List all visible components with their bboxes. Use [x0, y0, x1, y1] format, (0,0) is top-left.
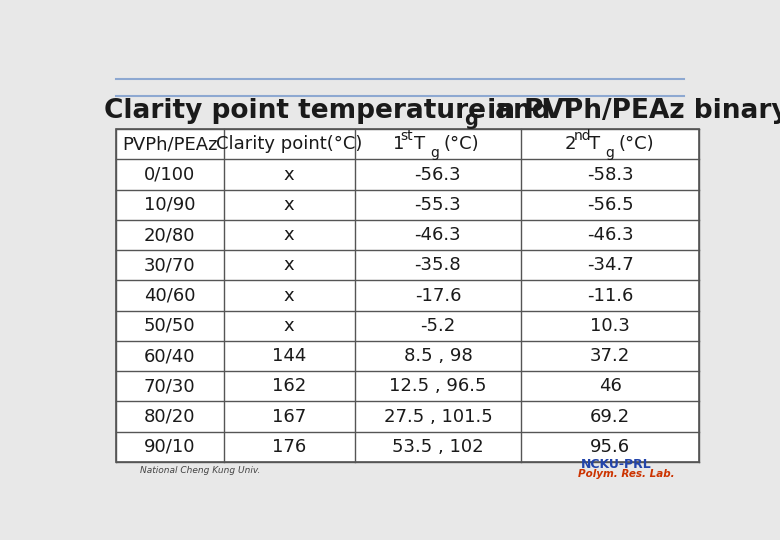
Text: 46: 46	[598, 377, 622, 395]
Text: in PVPh/PEAz binary blends: in PVPh/PEAz binary blends	[478, 98, 780, 124]
Text: Clarity point temperature and T: Clarity point temperature and T	[104, 98, 577, 124]
Text: 2: 2	[565, 136, 576, 153]
Text: x: x	[284, 196, 295, 214]
Text: 27.5 , 101.5: 27.5 , 101.5	[384, 408, 492, 426]
Text: nd: nd	[574, 129, 591, 143]
Text: 176: 176	[272, 438, 307, 456]
Text: 70/30: 70/30	[144, 377, 196, 395]
Text: 162: 162	[272, 377, 307, 395]
Text: (°C): (°C)	[619, 136, 654, 153]
Text: -58.3: -58.3	[587, 166, 633, 184]
Text: 53.5 , 102: 53.5 , 102	[392, 438, 484, 456]
Text: National Cheng Kung Univ.: National Cheng Kung Univ.	[140, 465, 261, 475]
Text: T: T	[413, 136, 425, 153]
Text: 20/80: 20/80	[144, 226, 195, 244]
Text: -46.3: -46.3	[587, 226, 633, 244]
Text: 12.5 , 96.5: 12.5 , 96.5	[389, 377, 487, 395]
Text: g: g	[431, 146, 440, 160]
Text: 37.2: 37.2	[590, 347, 630, 365]
Text: 50/50: 50/50	[144, 317, 196, 335]
Text: x: x	[284, 287, 295, 305]
Text: PVPh/PEAz: PVPh/PEAz	[122, 136, 218, 153]
Text: 144: 144	[272, 347, 307, 365]
Text: -35.8: -35.8	[415, 256, 461, 274]
Text: -17.6: -17.6	[415, 287, 461, 305]
Text: g: g	[464, 110, 478, 129]
Text: x: x	[284, 256, 295, 274]
Text: 40/60: 40/60	[144, 287, 195, 305]
Text: 80/20: 80/20	[144, 408, 195, 426]
Text: g: g	[605, 146, 614, 160]
Text: x: x	[284, 166, 295, 184]
Text: -56.3: -56.3	[415, 166, 461, 184]
Bar	[115, 129, 699, 462]
Text: -56.5: -56.5	[587, 196, 633, 214]
Text: 60/40: 60/40	[144, 347, 195, 365]
Text: 1: 1	[392, 136, 404, 153]
Text: NCKU-PRL: NCKU-PRL	[581, 458, 652, 471]
Text: 8.5 , 98: 8.5 , 98	[403, 347, 473, 365]
Text: 167: 167	[272, 408, 307, 426]
Text: 0/100: 0/100	[144, 166, 195, 184]
Text: Clarity point(°C): Clarity point(°C)	[216, 136, 363, 153]
Text: 30/70: 30/70	[144, 256, 196, 274]
Text: -55.3: -55.3	[414, 196, 461, 214]
Text: 10/90: 10/90	[144, 196, 195, 214]
Text: x: x	[284, 226, 295, 244]
Text: 95.6: 95.6	[590, 438, 630, 456]
Text: -11.6: -11.6	[587, 287, 633, 305]
Text: Polym. Res. Lab.: Polym. Res. Lab.	[578, 469, 675, 480]
Text: 90/10: 90/10	[144, 438, 195, 456]
Text: (°C): (°C)	[444, 136, 480, 153]
Text: -34.7: -34.7	[587, 256, 633, 274]
Text: 69.2: 69.2	[590, 408, 630, 426]
Text: 10.3: 10.3	[590, 317, 630, 335]
Text: T: T	[589, 136, 600, 153]
Text: x: x	[284, 317, 295, 335]
Text: st: st	[400, 129, 413, 143]
Text: -5.2: -5.2	[420, 317, 456, 335]
Text: -46.3: -46.3	[415, 226, 461, 244]
